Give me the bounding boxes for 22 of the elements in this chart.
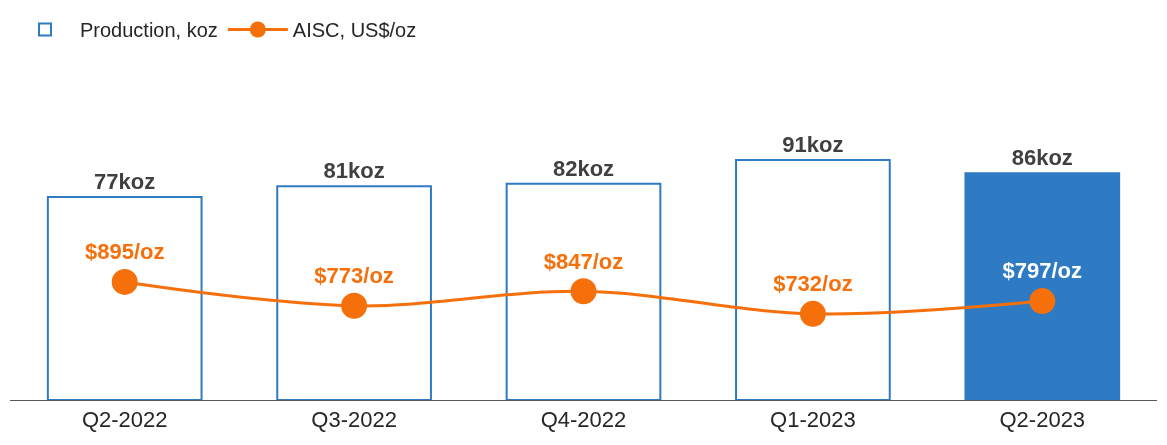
point (799, 300, 826, 327)
data-label: 77koz (94, 168, 156, 194)
legend-label: Production, koz (80, 19, 218, 42)
x-tick-label: Q4-2022 (540, 407, 627, 433)
data-label: $895/oz (84, 239, 165, 265)
x-tick-label: Q1-2023 (770, 407, 856, 433)
x-tick-label: Q3-2022 (311, 407, 397, 433)
legend-label: AISC, US$/oz (292, 19, 417, 42)
x-tick-label: Q2-2022 (81, 407, 168, 433)
point (570, 278, 597, 305)
data-label: $773/oz (314, 263, 394, 289)
x-tick-label: Q2-2023 (999, 407, 1086, 433)
point (111, 268, 138, 295)
point (1029, 288, 1056, 315)
data-label: $797/oz (1002, 258, 1083, 284)
data-label: $847/oz (543, 248, 624, 274)
data-label: 86koz (1011, 145, 1073, 171)
data-label: 81koz (323, 158, 385, 184)
data-label: 91koz (782, 132, 844, 157)
data-label: $732/oz (773, 271, 853, 297)
data-label: 82koz (552, 155, 615, 181)
point (341, 292, 368, 319)
